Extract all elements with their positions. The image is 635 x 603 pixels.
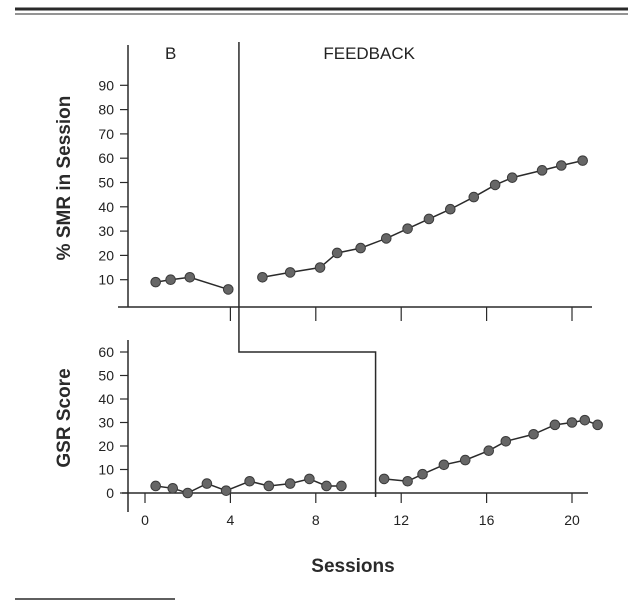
top-y-tick-label-50: 50 [98, 175, 114, 191]
bottom-feedback-point-6 [500, 436, 512, 447]
top-baseline-line [155, 276, 229, 291]
bottom-feedback-point-9 [566, 417, 578, 428]
bottom-y-tick-label-20: 20 [98, 438, 114, 454]
top-y-tick-label-40: 40 [98, 199, 114, 215]
bottom-y-tick-label-40: 40 [98, 391, 114, 407]
top-panel: 10 20 30 40 50 60 70 80 90 B FEEDBACK % SMR in S… [54, 42, 592, 323]
bottom-x-tick-label-4: 4 [227, 512, 235, 528]
top-feedback-point-7 [423, 213, 435, 225]
bottom-baseline-point-6 [263, 480, 275, 492]
bottom-baseline-point-2 [182, 487, 193, 499]
bottom-feedback-point-7 [528, 428, 539, 440]
bottom-baseline-point-4 [220, 485, 232, 496]
bottom-panel: 0 10 20 30 40 50 60 0 4 8 12 16 20 GSR Score Sessio… [54, 323, 603, 577]
bottom-baseline-point-8 [304, 473, 315, 485]
bottom-feedback-point-4 [459, 454, 471, 466]
top-y-tick-label-10: 10 [98, 272, 114, 288]
bottom-y-tick-label-30: 30 [98, 415, 114, 431]
bottom-feedback-point-2 [417, 468, 428, 480]
top-feedback-point-0 [257, 271, 268, 283]
top-rule [15, 7, 628, 15]
top-y-tick-label-90: 90 [98, 77, 114, 93]
top-baseline-point-3 [222, 284, 234, 295]
top-feedback-point-4 [355, 242, 366, 254]
top-feedback-point-3 [331, 247, 343, 259]
top-feedback-point-1 [284, 267, 296, 278]
bottom-y-tick-label-0: 0 [106, 485, 114, 501]
bottom-phase-change-line [238, 323, 377, 497]
bottom-baseline-point-3 [201, 478, 213, 489]
bottom-feedback-point-10 [579, 414, 591, 426]
bottom-feedback-point-3 [438, 459, 450, 471]
top-feedback-point-2 [314, 262, 326, 273]
top-feedback-point-12 [536, 165, 548, 176]
bottom-feedback-point-8 [549, 419, 561, 431]
top-panel-series [150, 155, 588, 295]
bottom-panel-series [150, 414, 603, 499]
bottom-feedback-point-11 [592, 419, 603, 431]
x-axis-title: Sessions [311, 556, 394, 577]
bottom-panel-y-axis-title: GSR Score [54, 368, 75, 467]
top-feedback-point-10 [489, 179, 501, 191]
bottom-baseline-point-1 [167, 483, 179, 494]
top-baseline-point-0 [150, 276, 161, 288]
bottom-feedback-point-0 [378, 473, 390, 485]
bottom-panel-x-ticks: 0 4 8 12 16 20 [141, 493, 580, 528]
bottom-x-tick-label-12: 12 [393, 512, 409, 528]
top-y-tick-label-20: 20 [98, 247, 114, 263]
phase-label-baseline: B [165, 44, 176, 63]
bottom-y-tick-label-60: 60 [98, 344, 114, 360]
top-feedback-point-9 [468, 191, 480, 203]
bottom-baseline-point-5 [244, 475, 255, 487]
bottom-baseline-point-7 [284, 478, 296, 489]
top-feedback-point-14 [577, 155, 588, 166]
top-feedback-line [262, 159, 583, 279]
top-y-tick-label-80: 80 [98, 102, 114, 118]
top-panel-y-axis-title: % SMR in Session [54, 96, 75, 261]
bottom-baseline-point-10 [336, 480, 347, 492]
bottom-feedback-point-5 [483, 445, 495, 457]
bottom-panel-y-ticks: 0 10 20 30 40 50 60 [98, 344, 128, 501]
top-y-tick-label-60: 60 [98, 150, 114, 166]
bottom-x-tick-label-16: 16 [479, 512, 495, 528]
top-baseline-point-2 [184, 271, 196, 283]
top-feedback-point-6 [402, 223, 413, 234]
bottom-x-tick-label-8: 8 [312, 512, 320, 528]
bottom-y-tick-label-50: 50 [98, 368, 114, 384]
top-feedback-point-5 [380, 233, 392, 244]
top-baseline-point-1 [165, 274, 176, 286]
top-feedback-point-11 [506, 172, 518, 183]
phase-label-feedback: FEEDBACK [323, 44, 415, 63]
top-feedback-point-8 [445, 203, 456, 215]
bottom-x-tick-label-20: 20 [564, 512, 580, 528]
top-y-tick-label-30: 30 [98, 223, 114, 239]
bottom-y-tick-label-10: 10 [98, 462, 114, 478]
bottom-baseline-point-9 [321, 480, 332, 492]
top-y-tick-label-70: 70 [98, 126, 114, 142]
bottom-feedback-point-1 [402, 475, 413, 487]
top-panel-y-ticks: 10 20 30 40 50 60 70 80 90 [98, 77, 128, 288]
top-feedback-point-13 [556, 160, 567, 171]
top-panel-x-ticks [229, 307, 573, 321]
bottom-x-tick-label-0: 0 [141, 512, 149, 528]
bottom-baseline-point-0 [150, 480, 161, 492]
